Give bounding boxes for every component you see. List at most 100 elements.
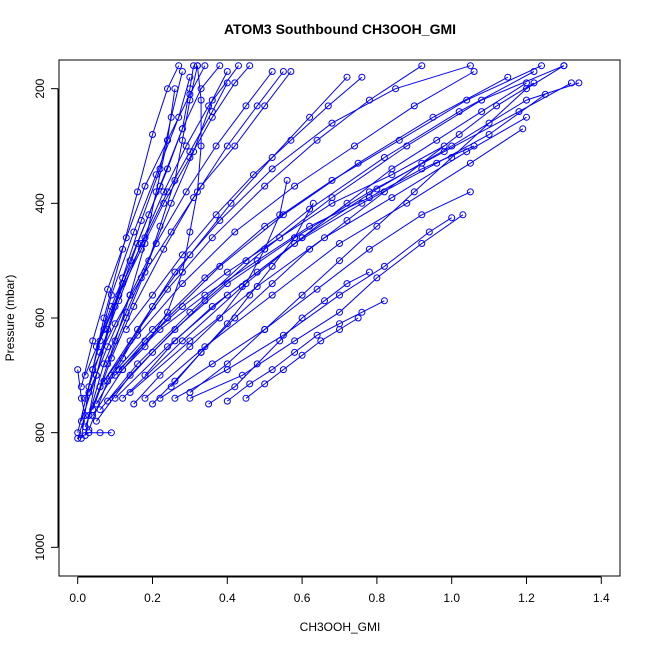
series-line [92,71,284,410]
series-42 [92,62,198,351]
data-point [298,314,306,322]
data-point [92,371,100,379]
data-point [313,285,321,293]
data-point [261,182,269,190]
data-point [530,68,538,75]
data-point [92,343,100,351]
data-point [493,102,501,110]
data-point [182,188,190,196]
data-point [287,68,295,75]
data-point [223,291,231,299]
data-point [178,68,186,75]
data-point [253,360,261,368]
data-point [141,394,149,402]
series-23 [77,62,209,391]
data-point [74,366,82,374]
data-point [197,96,205,104]
x-tick-label: 1.0 [443,591,460,605]
data-point [306,205,314,213]
data-point [171,337,179,345]
data-point [343,199,351,207]
data-point [178,251,186,259]
data-point [223,142,231,150]
data-point [167,113,175,121]
data-point [85,389,93,396]
y-axis: 200 400 600 800 1000 [33,78,59,561]
chart-title: ATOM3 Southbound CH3OOH_GMI [224,21,456,37]
data-point [242,102,250,110]
data-point [96,383,104,391]
series-line [125,76,363,330]
data-point [373,222,381,230]
series-line [170,82,535,388]
series-line [88,71,273,393]
data-point [298,234,306,242]
series-line [92,71,292,370]
data-point [122,314,130,322]
data-point [111,320,119,328]
data-point [463,96,471,104]
data-point [186,389,194,396]
data-point [186,96,194,104]
series-line [159,191,471,399]
data-point [96,337,104,345]
data-point [119,245,127,253]
series-line [208,271,370,405]
series-7 [96,68,538,414]
data-point [246,62,254,70]
data-point [81,423,89,431]
data-point [575,79,583,87]
data-point [178,268,186,276]
series-44 [122,73,366,333]
data-point [92,400,100,408]
data-point [171,377,179,385]
series-33 [205,268,373,408]
series-1 [77,62,183,442]
series-28 [115,142,478,374]
data-point [276,234,284,242]
data-point [242,394,250,402]
data-point [448,154,456,161]
data-point [81,371,89,379]
data-point [485,119,493,127]
data-point [279,331,287,339]
data-point [119,394,127,402]
data-point [392,85,400,93]
y-tick-label: 600 [33,308,47,328]
data-point [197,85,205,93]
data-point [156,326,164,333]
data-point [336,257,343,265]
data-point [92,417,100,425]
series-line [95,65,195,347]
data-point [242,257,250,265]
data-point [141,343,149,351]
data-point [178,337,186,345]
series-15 [186,211,467,402]
data-point [152,171,160,179]
data-point [156,371,164,379]
data-point [306,222,314,230]
series-line [80,65,206,387]
data-point [115,366,123,374]
series-line [84,88,176,428]
data-point [261,380,269,388]
data-point [193,188,201,196]
data-point [126,389,134,396]
data-point [418,211,426,219]
data-point [208,113,216,121]
data-point [567,79,575,87]
data-point [418,240,426,247]
data-point [309,199,317,207]
data-point [178,280,186,288]
data-point [403,199,411,207]
data-point [152,188,160,196]
data-point [343,280,351,288]
data-point [560,62,568,70]
data-point [186,73,194,81]
data-point [164,136,171,144]
data-point [317,337,325,345]
data-point [149,326,156,333]
data-point [380,297,388,305]
data-point [279,211,287,219]
data-point [380,154,388,161]
